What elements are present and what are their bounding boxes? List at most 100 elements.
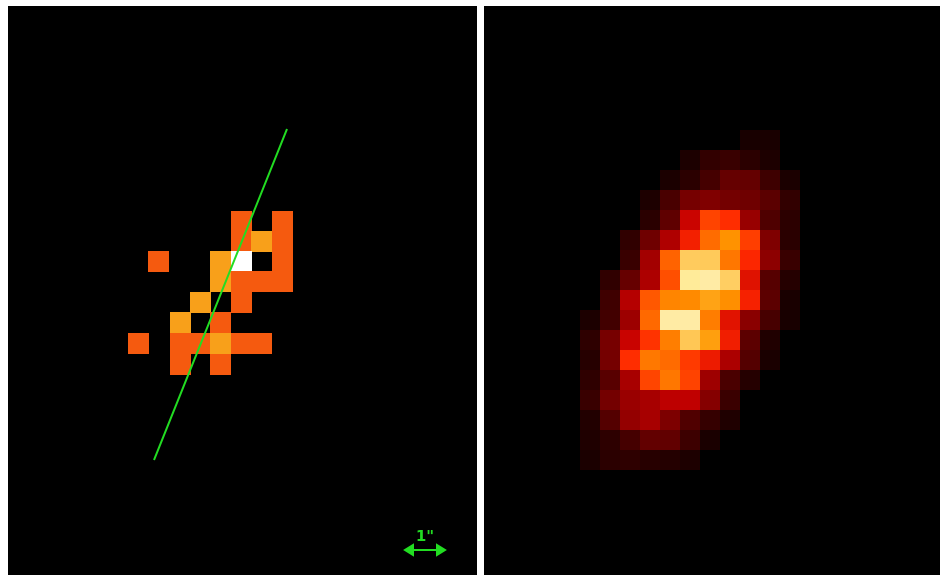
pixel [680, 210, 700, 230]
pixel [600, 290, 620, 310]
left-panel [8, 6, 477, 575]
pixel [660, 190, 680, 210]
pixel [272, 271, 293, 292]
pixel [740, 310, 760, 330]
pixel [700, 250, 720, 270]
pixel [760, 210, 780, 230]
pixel [680, 350, 700, 370]
pixel [720, 370, 740, 390]
pixel [600, 330, 620, 350]
pixel [700, 290, 720, 310]
pixel [210, 354, 231, 375]
pixel [210, 312, 231, 333]
pixel [640, 190, 660, 210]
pixel [660, 290, 680, 310]
pixel [760, 250, 780, 270]
pixel [148, 251, 169, 272]
pixel [760, 330, 780, 350]
pixel [760, 170, 780, 190]
pixel [170, 312, 191, 333]
pixel [640, 350, 660, 370]
pixel [600, 430, 620, 450]
pixel [780, 250, 800, 270]
pixel [580, 450, 600, 470]
pixel [231, 292, 252, 313]
pixel [680, 450, 700, 470]
pixel [780, 210, 800, 230]
pixel [720, 410, 740, 430]
pixel [740, 150, 760, 170]
pixel [600, 270, 620, 290]
pixel [700, 410, 720, 430]
pixel [740, 210, 760, 230]
pixel [600, 310, 620, 330]
pixel [272, 251, 293, 272]
pixel [620, 290, 640, 310]
pixel [780, 310, 800, 330]
pixel [580, 410, 600, 430]
pixel [640, 310, 660, 330]
pixel [620, 430, 640, 450]
pixel [680, 410, 700, 430]
pixel [740, 170, 760, 190]
pixel [700, 270, 720, 290]
pixel [680, 250, 700, 270]
pixel [720, 330, 740, 350]
pixel [640, 390, 660, 410]
pixel [720, 230, 740, 250]
pixel [720, 250, 740, 270]
pixel [580, 350, 600, 370]
pixel [780, 230, 800, 250]
pixel [700, 370, 720, 390]
pixel [231, 333, 252, 354]
pixel [760, 290, 780, 310]
pixel [580, 390, 600, 410]
pixel [272, 231, 293, 252]
pixel [660, 310, 680, 330]
pixel [210, 333, 231, 354]
pixel [640, 430, 660, 450]
pixel [251, 271, 272, 292]
pixel [640, 250, 660, 270]
pixel [740, 290, 760, 310]
pixel [170, 333, 191, 354]
pixel [760, 350, 780, 370]
pixel [760, 130, 780, 150]
pixel [780, 170, 800, 190]
pixel [640, 330, 660, 350]
right-panel [484, 6, 940, 575]
pixel [720, 190, 740, 210]
pixel [720, 290, 740, 310]
pixel [620, 450, 640, 470]
pixel [780, 290, 800, 310]
pixel [680, 290, 700, 310]
pixel [680, 170, 700, 190]
pixel [640, 230, 660, 250]
pixel [660, 390, 680, 410]
overlay: 1" [153, 128, 447, 557]
pixel [660, 210, 680, 230]
pixel [600, 450, 620, 470]
pixel [740, 190, 760, 210]
pixel [170, 354, 191, 375]
pixel [780, 270, 800, 290]
pixel [720, 270, 740, 290]
pixel [620, 390, 640, 410]
pixel [620, 330, 640, 350]
pixel [680, 430, 700, 450]
pixel [700, 190, 720, 210]
pixel [272, 211, 293, 232]
pixel [128, 333, 149, 354]
pixel [680, 390, 700, 410]
pixel [700, 170, 720, 190]
pixel [700, 150, 720, 170]
pixel [640, 290, 660, 310]
pixel [640, 370, 660, 390]
pixel [660, 350, 680, 370]
pixel [720, 350, 740, 370]
pixel [740, 330, 760, 350]
pixel [760, 310, 780, 330]
pixel [740, 270, 760, 290]
pixel [680, 150, 700, 170]
